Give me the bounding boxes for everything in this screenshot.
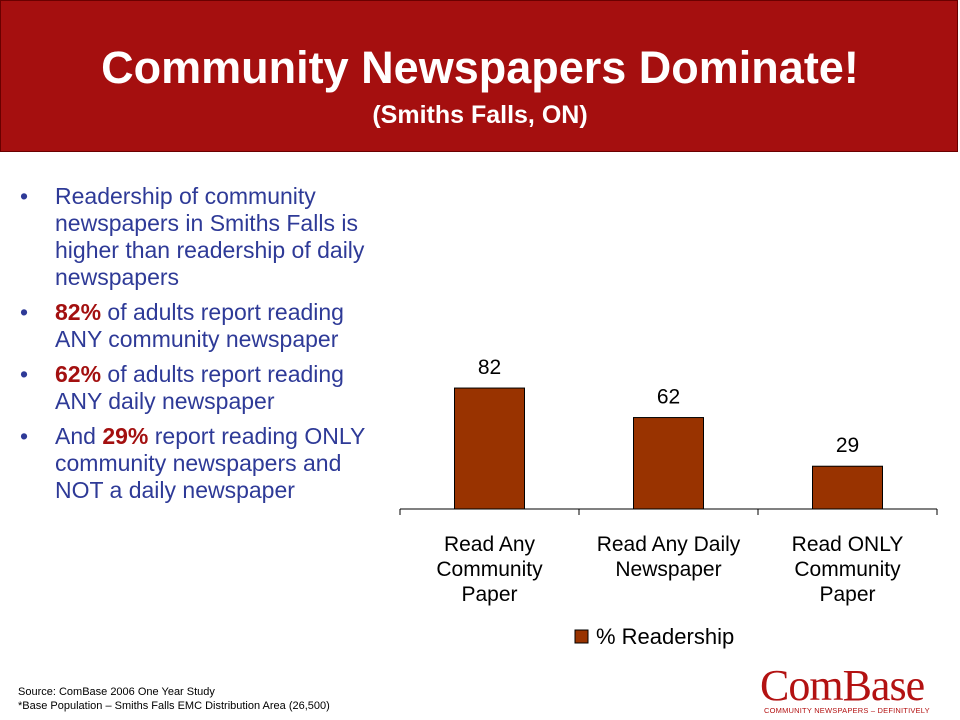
bullet-highlight: 29% (102, 423, 149, 449)
bullet-highlight: 82% (55, 299, 102, 325)
readership-bar-chart: 82 Read Any Community Paper 62 Read Any Daily… (395, 180, 950, 660)
bar (633, 417, 704, 510)
category-label: Community (436, 558, 543, 581)
bar (812, 465, 883, 510)
bullet-dot: • (20, 299, 29, 325)
category-label: Community (794, 558, 901, 581)
source-line: Source: ComBase 2006 One Year Study (18, 686, 215, 698)
bullet-dot: • (20, 361, 29, 387)
slide-subtitle: (Smiths Falls, ON) (372, 101, 588, 129)
legend-label: % Readership (596, 624, 734, 649)
data-label: 62 (657, 386, 680, 409)
legend-swatch (574, 629, 589, 644)
bullet-dot: • (20, 423, 29, 449)
bullet-text: of adults report reading ANY community n… (55, 299, 344, 352)
source-note: Source: ComBase 2006 One Year Study *Bas… (18, 685, 330, 713)
category-label: Read Any Daily (597, 533, 741, 556)
bullet-text: of adults report reading ANY daily newsp… (55, 361, 344, 414)
bullet-list: • Readership of community newspapers in S… (20, 183, 390, 512)
base-population-line: *Base Population – Smiths Falls EMC Dist… (18, 700, 330, 712)
bullet-item: • Readership of community newspapers in S… (20, 183, 390, 291)
bullet-dot: • (20, 183, 29, 209)
bullet-highlight: 62% (55, 361, 102, 387)
bullet-item: • 82% of adults report reading ANY commun… (20, 299, 390, 353)
logo-wordmark: ComBase (760, 661, 925, 710)
bar (454, 387, 525, 510)
category-label: Newspaper (615, 558, 721, 581)
logo-tagline: COMMUNITY NEWSPAPERS – DEFINITIVELY (764, 706, 930, 715)
data-label: 29 (836, 434, 859, 457)
data-label: 82 (478, 356, 501, 379)
bullet-text: Readership of community newspapers in Sm… (55, 183, 365, 290)
slide-title: Community Newspapers Dominate! (101, 42, 859, 93)
category-label: Read Any (444, 533, 536, 556)
category-label: Paper (461, 583, 517, 606)
bullet-text: report reading ONLY community newspapers… (55, 423, 365, 503)
combase-logo: ComBase COMMUNITY NEWSPAPERS – DEFINITIV… (760, 664, 950, 716)
title-banner (0, 0, 958, 152)
bullet-item: • 62% of adults report reading ANY daily … (20, 361, 390, 415)
bullet-item: • And 29% report reading ONLY community n… (20, 423, 390, 504)
category-label: Read ONLY (792, 533, 904, 556)
bullet-text-pre: And (55, 423, 103, 449)
category-label: Paper (819, 583, 875, 606)
